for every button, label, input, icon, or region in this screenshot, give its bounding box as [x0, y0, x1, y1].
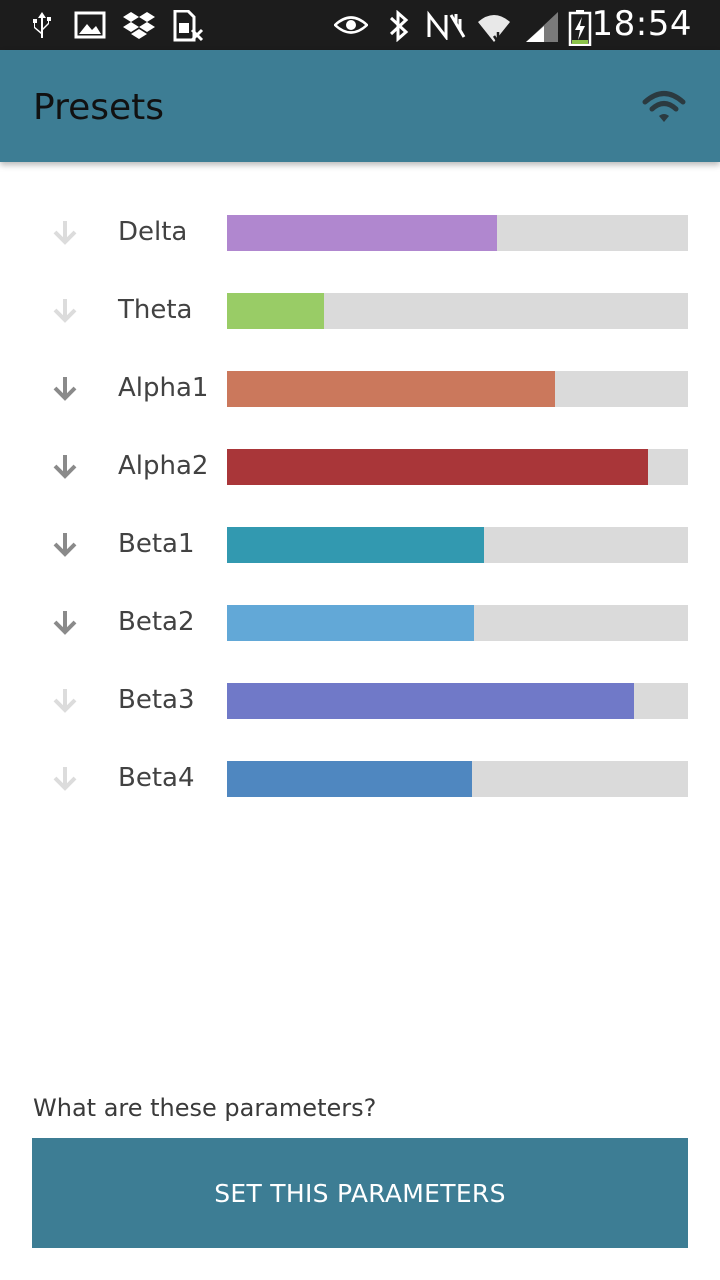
band-row: Theta: [0, 271, 720, 349]
arrow-down-icon[interactable]: [52, 687, 78, 713]
band-level-slider[interactable]: [227, 293, 688, 329]
band-label: Alpha2: [118, 451, 209, 481]
band-level-fill: [227, 293, 324, 329]
band-label: Alpha1: [118, 373, 209, 403]
band-level-slider[interactable]: [227, 215, 688, 251]
band-label: Beta3: [118, 685, 195, 715]
no-sim-icon: [172, 9, 204, 47]
band-level-fill: [227, 527, 484, 563]
battery-charging-icon: [568, 10, 592, 51]
wifi-icon: [476, 10, 512, 49]
nfc-muted-icon: [426, 10, 468, 45]
band-level-fill: [227, 761, 472, 797]
band-label: Beta1: [118, 529, 195, 559]
band-level-slider[interactable]: [227, 371, 688, 407]
app-bar: Presets: [0, 50, 720, 162]
arrow-down-icon[interactable]: [52, 609, 78, 635]
band-level-fill: [227, 683, 635, 719]
band-row: Beta4: [0, 739, 720, 817]
help-link[interactable]: What are these parameters?: [33, 1094, 377, 1122]
band-label: Beta4: [118, 763, 195, 793]
band-level-fill: [227, 449, 648, 485]
band-level-fill: [227, 215, 498, 251]
band-row: Beta2: [0, 583, 720, 661]
usb-icon: [30, 10, 54, 47]
bluetooth-icon: [388, 9, 410, 47]
band-row: Alpha2: [0, 427, 720, 505]
band-level-slider[interactable]: [227, 527, 688, 563]
band-label: Beta2: [118, 607, 195, 637]
status-time: 18:54: [591, 4, 692, 44]
arrow-down-icon[interactable]: [52, 765, 78, 791]
band-level-fill: [227, 605, 475, 641]
wifi-icon[interactable]: [642, 90, 686, 129]
arrow-down-icon[interactable]: [52, 219, 78, 245]
signal-icon: [524, 10, 560, 49]
image-icon: [74, 10, 106, 45]
band-label: Theta: [118, 295, 193, 325]
status-bar: 18:54: [0, 0, 720, 50]
band-label: Delta: [118, 217, 188, 247]
band-level-slider[interactable]: [227, 605, 688, 641]
arrow-down-icon[interactable]: [52, 297, 78, 323]
eye-icon: [333, 14, 369, 41]
arrow-down-icon[interactable]: [52, 453, 78, 479]
set-parameters-button[interactable]: SET THIS PARAMETERS: [32, 1138, 688, 1248]
band-row: Beta1: [0, 505, 720, 583]
band-level-slider[interactable]: [227, 449, 688, 485]
band-row: Alpha1: [0, 349, 720, 427]
arrow-down-icon[interactable]: [52, 375, 78, 401]
band-level-fill: [227, 371, 555, 407]
band-row: Delta: [0, 193, 720, 271]
page-title: Presets: [33, 87, 165, 128]
arrow-down-icon[interactable]: [52, 531, 78, 557]
dropbox-icon: [122, 10, 156, 45]
band-row: Beta3: [0, 661, 720, 739]
band-level-slider[interactable]: [227, 683, 688, 719]
band-level-slider[interactable]: [227, 761, 688, 797]
